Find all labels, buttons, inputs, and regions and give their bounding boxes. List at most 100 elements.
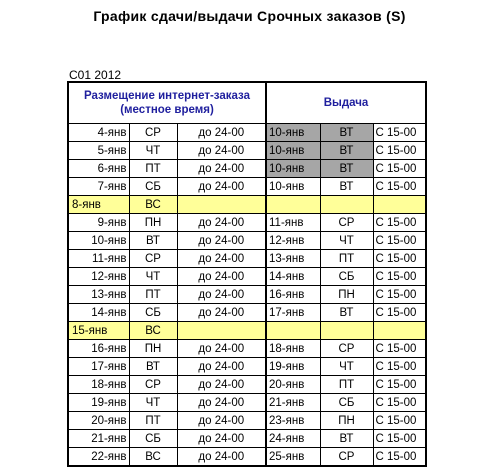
issue-time-cell [372,195,427,214]
placement-weekday-cell: ЧТ [128,267,178,286]
table-row: 10-янв ВТ до 24-00 12-янв ЧТ С 15-00 [67,231,427,250]
placement-header-line2: (местное время) [120,104,214,116]
placement-time-cell: до 24-00 [176,393,267,412]
placement-date-cell: 16-янв [67,339,130,358]
issue-weekday-cell: СБ [319,393,374,412]
placement-weekday-cell: ВТ [128,231,178,250]
issue-time-cell: С 15-00 [372,411,427,430]
issue-date-cell: 17-янв [265,303,321,322]
placement-weekday-cell: ЧТ [128,393,178,412]
placement-weekday-cell: СБ [128,303,178,322]
placement-time-cell: до 24-00 [176,213,267,232]
issue-date-cell: 16-янв [265,285,321,304]
issue-date-cell: 25-янв [265,447,321,467]
issue-weekday-cell: ВТ [319,177,374,196]
issue-time-cell: С 15-00 [372,177,427,196]
placement-time-cell: до 24-00 [176,429,267,448]
placement-time-cell [176,321,267,340]
issue-date-cell [265,195,321,214]
issue-weekday-cell: СР [319,213,374,232]
placement-weekday-cell: ПТ [128,159,178,178]
issue-weekday-cell: ПН [319,285,374,304]
placement-date-cell: 5-янв [67,141,130,160]
placement-header: Размещение интернет-заказа (местное врем… [67,81,267,124]
placement-weekday-cell: ПН [128,213,178,232]
placement-date-cell: 17-янв [67,357,130,376]
issue-date-cell: 10-янв [265,159,321,178]
placement-weekday-cell: СР [128,123,178,142]
table-row: 22-янв ВС до 24-00 25-янв СР С 15-00 [67,447,427,467]
placement-header-line1: Размещение интернет-заказа [83,90,251,102]
placement-weekday-cell: ВС [128,447,178,467]
table-row: 11-янв СР до 24-00 13-янв ПТ С 15-00 [67,249,427,268]
placement-date-cell: 7-янв [67,177,130,196]
issue-time-cell: С 15-00 [372,447,427,467]
placement-time-cell: до 24-00 [176,339,267,358]
table-row: 16-янв ПН до 24-00 18-янв СР С 15-00 [67,339,427,358]
placement-time-cell: до 24-00 [176,159,267,178]
issue-time-cell: С 15-00 [372,141,427,160]
issue-date-cell: 12-янв [265,231,321,250]
placement-weekday-cell: ВС [128,195,178,214]
issue-date-cell: 24-янв [265,429,321,448]
table-row: 21-янв СБ до 24-00 24-янв ВТ С 15-00 [67,429,427,448]
period-label: C01 2012 [69,68,122,82]
issue-time-cell: С 15-00 [372,285,427,304]
issue-weekday-cell: ПТ [319,375,374,394]
table-row: 5-янв ЧТ до 24-00 10-янв ВТ С 15-00 [67,141,427,160]
table-row: 20-янв ПТ до 24-00 23-янв ПН С 15-00 [67,411,427,430]
placement-weekday-cell: СБ [128,177,178,196]
placement-weekday-cell: ВС [128,321,178,340]
issue-weekday-cell: ВТ [319,123,374,142]
table-row: 6-янв ПТ до 24-00 10-янв ВТ С 15-00 [67,159,427,178]
issue-time-cell: С 15-00 [372,303,427,322]
placement-time-cell: до 24-00 [176,123,267,142]
placement-date-cell: 12-янв [67,267,130,286]
issue-time-cell: С 15-00 [372,123,427,142]
placement-weekday-cell: ВТ [128,357,178,376]
issue-time-cell: С 15-00 [372,429,427,448]
issue-date-cell: 10-янв [265,141,321,160]
table-row: 19-янв ЧТ до 24-00 21-янв СБ С 15-00 [67,393,427,412]
table-row: 18-янв СР до 24-00 20-янв ПТ С 15-00 [67,375,427,394]
issue-time-cell: С 15-00 [372,375,427,394]
issue-time-cell: С 15-00 [372,213,427,232]
placement-date-cell: 9-янв [67,213,130,232]
issue-time-cell: С 15-00 [372,393,427,412]
placement-date-cell: 21-янв [67,429,130,448]
issue-weekday-cell: ВТ [319,141,374,160]
issue-weekday-cell: ВТ [319,429,374,448]
placement-weekday-cell: СР [128,375,178,394]
issue-header: Выдача [265,81,427,124]
issue-weekday-cell: ПТ [319,249,374,268]
placement-date-cell: 6-янв [67,159,130,178]
issue-date-cell: 14-янв [265,267,321,286]
placement-weekday-cell: ПТ [128,411,178,430]
table-row-holiday: 15-янв ВС [67,321,427,340]
placement-weekday-cell: СР [128,249,178,268]
issue-weekday-cell: ВТ [319,303,374,322]
placement-date-cell: 10-янв [67,231,130,250]
placement-time-cell: до 24-00 [176,411,267,430]
table-row: 14-янв СБ до 24-00 17-янв ВТ С 15-00 [67,303,427,322]
issue-date-cell: 13-янв [265,249,321,268]
issue-date-cell: 10-янв [265,123,321,142]
table-row-holiday: 8-янв ВС [67,195,427,214]
schedule-table: Размещение интернет-заказа (местное врем… [67,81,427,467]
table-row: 17-янв ВТ до 24-00 19-янв ЧТ С 15-00 [67,357,427,376]
placement-time-cell: до 24-00 [176,375,267,394]
issue-weekday-cell: СР [319,447,374,467]
placement-date-cell: 19-янв [67,393,130,412]
placement-date-cell: 22-янв [67,447,130,467]
issue-date-cell: 19-янв [265,357,321,376]
issue-date-cell: 21-янв [265,393,321,412]
issue-time-cell: С 15-00 [372,231,427,250]
placement-weekday-cell: ЧТ [128,141,178,160]
table-row: 4-янв СР до 24-00 10-янв ВТ С 15-00 [67,123,427,142]
issue-date-cell: 23-янв [265,411,321,430]
issue-date-cell: 11-янв [265,213,321,232]
placement-time-cell: до 24-00 [176,177,267,196]
placement-time-cell: до 24-00 [176,285,267,304]
issue-weekday-cell [319,195,374,214]
issue-weekday-cell: ЧТ [319,231,374,250]
